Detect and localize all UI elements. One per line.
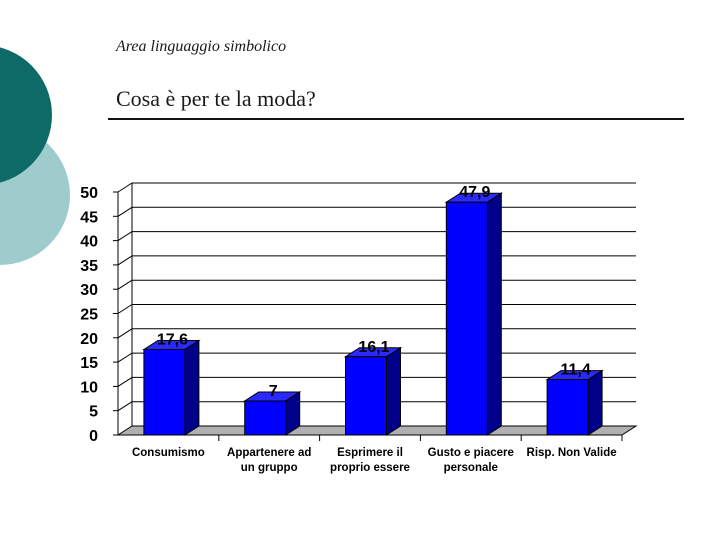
x-tick-label: Consumismo (132, 447, 205, 459)
data-label: 47,9 (459, 184, 490, 201)
gridline-side (117, 328, 133, 339)
title-underline (108, 118, 684, 120)
y-tick-label: 25 (80, 307, 98, 324)
slide-subtitle: Area linguaggio simbolico (116, 38, 287, 55)
data-label: 11,4 (560, 362, 590, 379)
y-tick-label: 15 (80, 355, 98, 372)
x-tick-label: Esprimere il proprio essere (330, 447, 410, 474)
x-tick-label-line: Consumismo (132, 447, 205, 459)
y-tick-label: 20 (80, 331, 98, 348)
gridline-side (117, 304, 133, 314)
x-tick-label: Risp. Non Valide (527, 447, 617, 459)
y-tick-label: 50 (80, 185, 98, 202)
bar-chart: 0 5 10 15 20 25 30 35 40 45 50 17,6 Consumismo 7 Appar… (80, 182, 638, 474)
y-tick-label: 0 (89, 428, 98, 445)
x-tick-label-line: Esprimere il (337, 447, 403, 459)
bar (345, 356, 387, 436)
bar (244, 400, 287, 436)
bar (546, 379, 589, 436)
gridline-side (117, 376, 133, 387)
x-tick-label-line: proprio essere (330, 462, 410, 474)
slide-title: Cosa è per te la moda? (116, 86, 316, 111)
x-tick-label-line: un gruppo (241, 462, 298, 474)
gridline-side (117, 352, 133, 363)
bar-side (587, 369, 603, 436)
y-tick-label: 35 (80, 258, 98, 275)
y-tick-label: 10 (80, 379, 98, 396)
y-tick-label: 45 (80, 209, 98, 226)
bar-side (486, 192, 502, 436)
x-tick-label-line: Risp. Non Valide (527, 447, 617, 459)
gridline-side (117, 182, 133, 193)
gridline-side (117, 401, 133, 412)
bar-side (386, 346, 401, 436)
gridline-side (117, 279, 133, 290)
x-tick-label: Gusto e piacere personale (428, 447, 514, 474)
x-tick-label: Appartenere ad un gruppo (227, 447, 311, 474)
slide-decoration-circles (0, 47, 70, 265)
gridline-side (117, 231, 133, 242)
gridline-side (117, 255, 133, 266)
x-tick-label-line: personale (444, 462, 498, 474)
data-label: 16,1 (358, 339, 389, 356)
y-tick-label: 40 (80, 234, 98, 251)
y-tick-label: 5 (89, 404, 98, 421)
x-tick-label-line: Gusto e piacere (428, 447, 514, 459)
y-tick-label: 30 (80, 282, 98, 299)
x-tick-label-line: Appartenere ad (227, 447, 311, 459)
gridline-side (117, 206, 133, 217)
bar (143, 348, 186, 436)
data-label: 17,6 (157, 331, 188, 348)
data-label: 7 (269, 383, 278, 400)
decoration-circle-dark (0, 47, 52, 183)
bar-side (184, 339, 200, 436)
bar (445, 201, 488, 436)
